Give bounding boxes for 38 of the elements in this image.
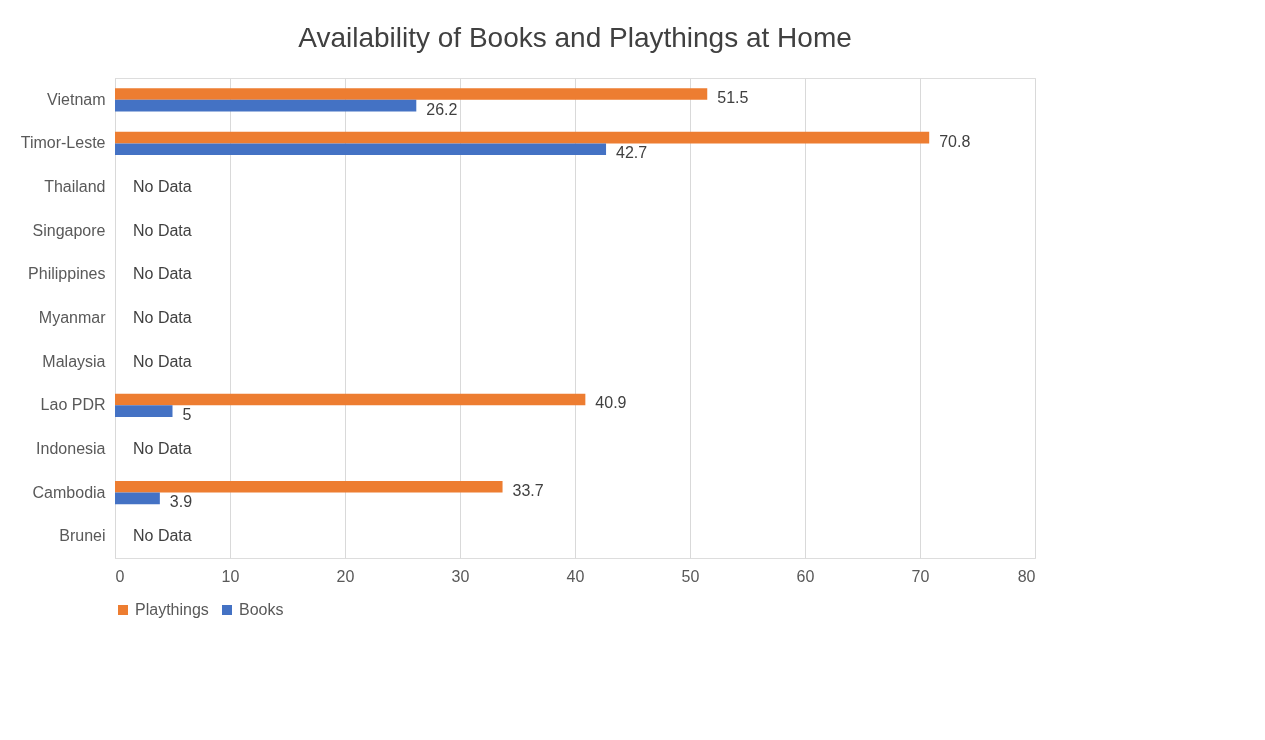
data-label: 70.8: [939, 132, 971, 150]
y-tick-label: Singapore: [32, 221, 106, 239]
data-label: 42.7: [616, 144, 648, 162]
chart-title: Availability of Books and Playthings at Home: [298, 22, 852, 53]
y-tick-label: Cambodia: [32, 483, 106, 501]
x-tick-label: 30: [451, 567, 470, 585]
x-tick-label: 70: [911, 567, 930, 585]
y-tick-label: Lao PDR: [40, 396, 106, 414]
x-tick-label: 50: [681, 567, 700, 585]
annotation: No Data: [133, 265, 192, 283]
annotation: No Data: [133, 309, 192, 326]
data-label: 40.9: [595, 394, 627, 412]
y-tick-label: Timor-Leste: [20, 134, 106, 152]
x-tick-label: 10: [221, 567, 240, 585]
y-tick-label: Vietnam: [47, 90, 106, 108]
data-label: 3.9: [169, 493, 193, 511]
x-tick-label: 40: [566, 567, 585, 585]
data-label: 26.2: [426, 100, 458, 118]
legend-label: Books: [239, 601, 284, 618]
x-tick-label: 80: [1017, 567, 1036, 585]
y-tick-label: Philippines: [28, 265, 106, 283]
x-tick-label: 60: [796, 567, 815, 585]
x-tick-label: 0: [115, 567, 125, 585]
legend-label: Playthings: [135, 601, 209, 618]
y-tick-label: Malaysia: [42, 352, 106, 370]
y-tick-label: Thailand: [44, 178, 106, 196]
annotation: No Data: [133, 439, 192, 457]
annotation: No Data: [133, 178, 192, 196]
annotation: No Data: [133, 527, 192, 545]
data-label: 5: [182, 406, 192, 424]
x-tick-label: 20: [336, 567, 355, 585]
y-tick-label: Myanmar: [38, 309, 107, 326]
annotation: No Data: [133, 352, 192, 370]
annotation: No Data: [133, 221, 192, 239]
data-label: 33.7: [512, 481, 544, 499]
y-tick-label: Brunei: [59, 527, 106, 545]
y-tick-label: Indonesia: [36, 439, 106, 457]
data-label: 51.5: [717, 89, 749, 106]
